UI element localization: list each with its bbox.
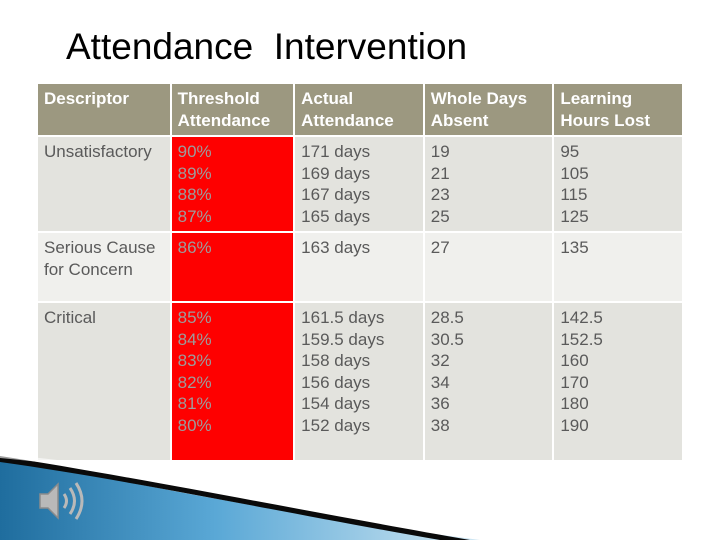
decorative-swoosh: [0, 454, 500, 540]
cell-learning-hours-lost: 95 105 115 125: [554, 137, 682, 231]
cell-whole-days-absent: 19 21 23 25: [424, 137, 553, 231]
cell-descriptor: Serious Cause for Concern: [38, 233, 170, 301]
cell-learning-hours-lost: 142.5 152.5 160 170 180 190: [554, 303, 682, 460]
cell-actual-attendance: 161.5 days 159.5 days 158 days 156 days …: [295, 303, 423, 460]
table-row-serious-cause: Serious Cause for Concern 86% 163 days 2…: [38, 233, 682, 301]
cell-threshold: 85% 84% 83% 82% 81% 80%: [171, 303, 294, 460]
slide-title: Attendance Intervention: [66, 26, 468, 67]
table-row-unsatisfactory: Unsatisfactory 90% 89% 88% 87% 171 days …: [38, 137, 682, 231]
header-learning-hours-lost: Learning Hours Lost: [554, 84, 682, 135]
table-row-critical: Critical 85% 84% 83% 82% 81% 80% 161.5 d…: [38, 303, 682, 460]
attendance-table-container: Descriptor Threshold Attendance Actual A…: [36, 82, 684, 462]
cell-threshold: 86%: [171, 233, 294, 301]
speaker-icon[interactable]: [36, 478, 88, 524]
header-actual-attendance: Actual Attendance: [295, 84, 423, 135]
table-header-row: Descriptor Threshold Attendance Actual A…: [38, 84, 682, 135]
cell-whole-days-absent: 27: [424, 233, 553, 301]
header-whole-days-absent: Whole Days Absent: [424, 84, 553, 135]
header-descriptor: Descriptor: [38, 84, 170, 135]
cell-actual-attendance: 163 days: [295, 233, 423, 301]
cell-learning-hours-lost: 135: [554, 233, 682, 301]
cell-whole-days-absent: 28.5 30.5 32 34 36 38: [424, 303, 553, 460]
cell-descriptor: Critical: [38, 303, 170, 460]
attendance-table: Descriptor Threshold Attendance Actual A…: [36, 82, 684, 462]
header-threshold-attendance: Threshold Attendance: [171, 84, 294, 135]
cell-descriptor: Unsatisfactory: [38, 137, 170, 231]
cell-actual-attendance: 171 days 169 days 167 days 165 days: [295, 137, 423, 231]
cell-threshold: 90% 89% 88% 87%: [171, 137, 294, 231]
